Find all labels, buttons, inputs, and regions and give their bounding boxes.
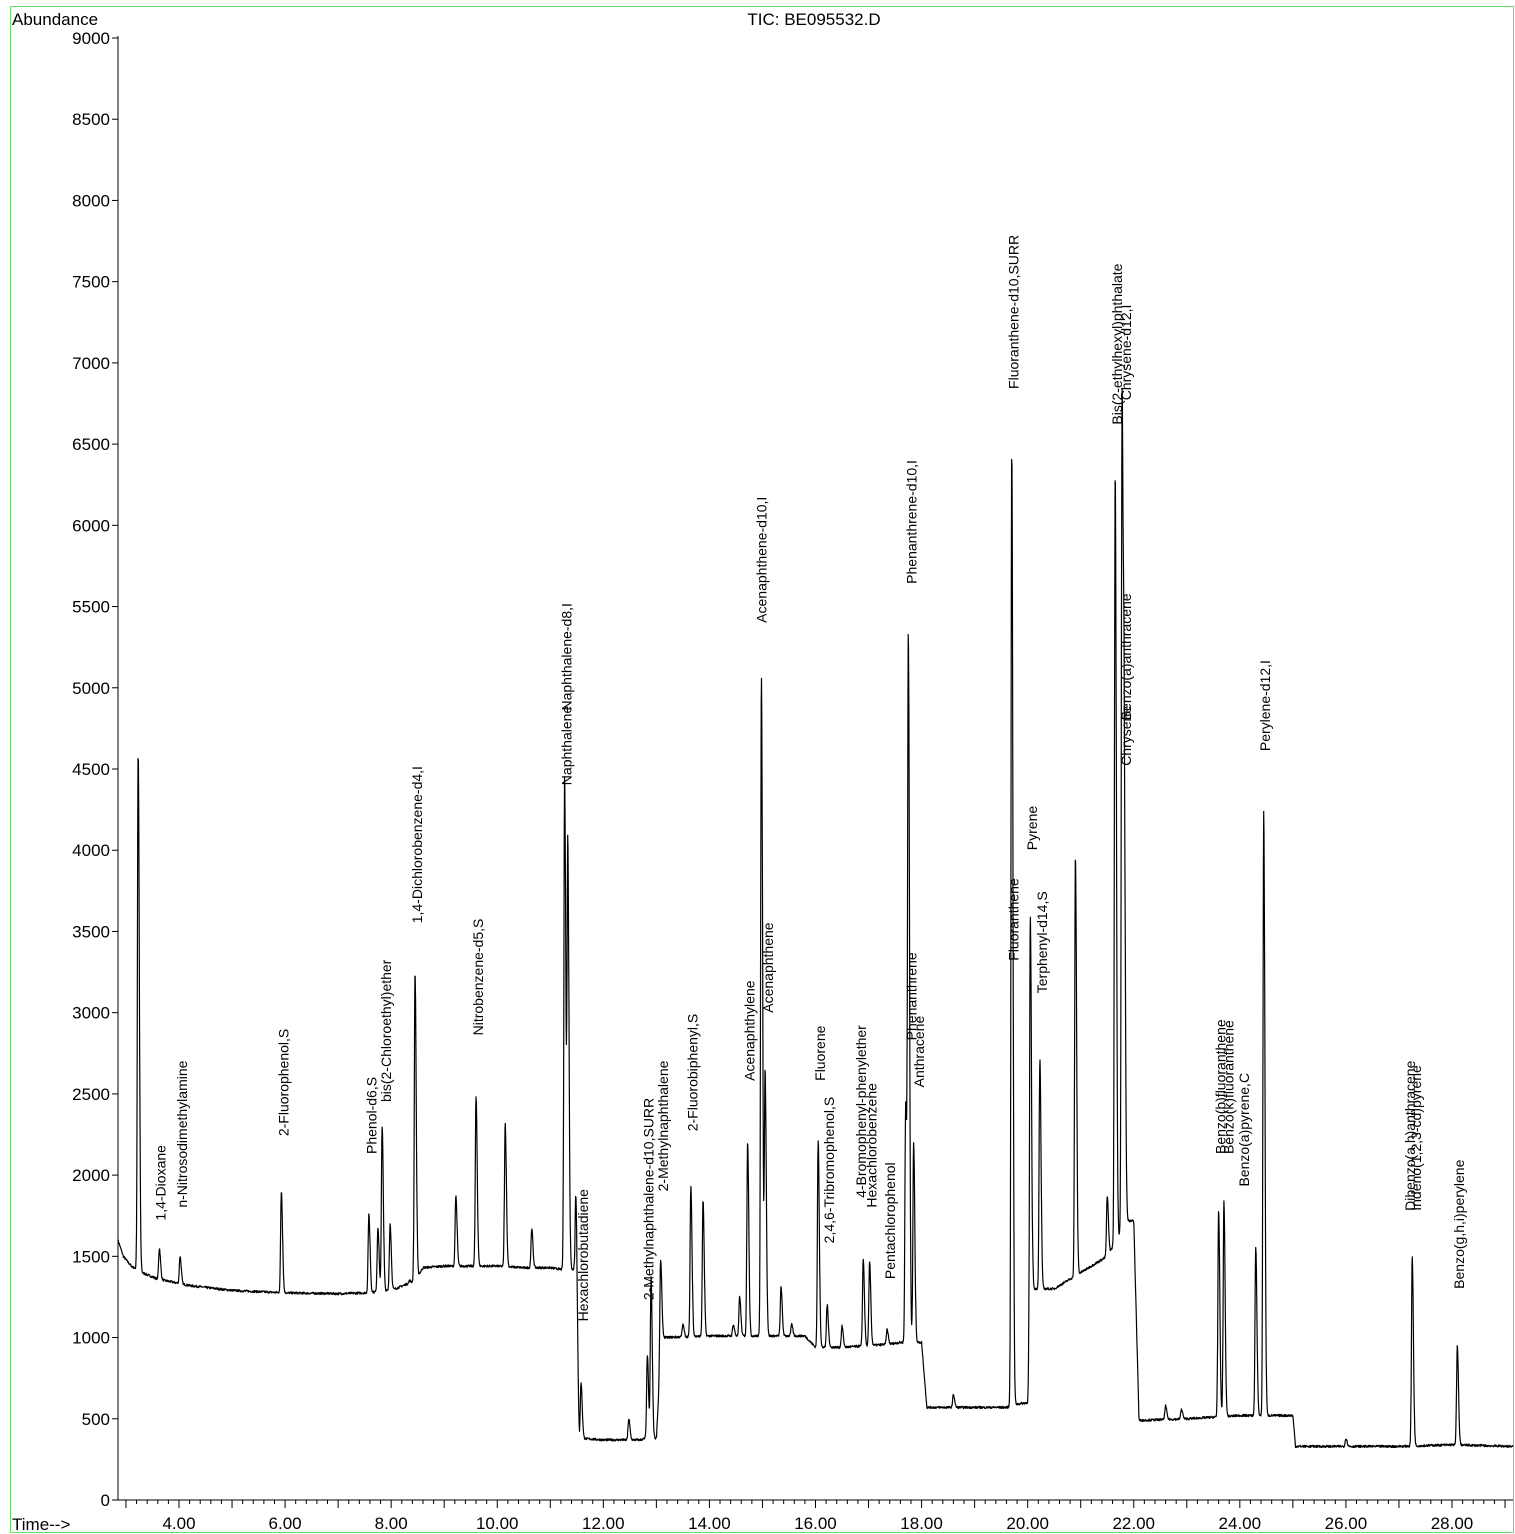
peak-label: 2,4,6-Tribromophenol,S [821,1097,837,1244]
y-tick-label: 0 [101,1491,110,1510]
tic-trace [117,387,1514,1449]
peak-label: Fluoranthene [1006,878,1022,961]
peak-label: Chrysene [1118,706,1134,766]
chart-border [10,6,1514,1533]
y-tick-label: 9000 [72,29,110,48]
x-axis-ticks: 4.00 6.00 8.00 10.00 12.00 14.00 16.00 18.00 20.… [125,1500,1506,1533]
peak-label: Phenanthrene-d10,I [903,460,919,584]
y-tick-label: 2500 [72,1085,110,1104]
peak-label: Acenaphthylene [741,980,757,1081]
y-tick-label: 8500 [72,110,110,129]
y-tick-label: 7500 [72,273,110,292]
peak-label: Terphenyl-d14,S [1034,891,1050,993]
y-tick-label: 4500 [72,760,110,779]
x-tick-label: 6.00 [269,1514,302,1533]
x-tick-label: 14.00 [688,1514,731,1533]
peak-label: Dibenzo(a,h)anthracene [1402,1060,1418,1210]
peak-label: Hexachlorobenzene [864,1083,880,1208]
peak-label: Benzo(a)pyrene,C [1236,1073,1252,1187]
peak-label: Benzo(b)fluoranthene [1212,1019,1228,1154]
peak-label: Benzo(g,h,i)perylene [1451,1159,1467,1288]
x-tick-label: 4.00 [162,1514,195,1533]
peak-label: Pyrene [1024,806,1040,851]
peak-label: 2-Fluorophenol,S [275,1029,291,1136]
peak-label: Indeno(1,2,3-cd)pyrene [1408,1065,1424,1211]
x-tick-label: 10.00 [476,1514,519,1533]
y-tick-label: 7000 [72,354,110,373]
peak-label: Bis(2-ethylhexyl)phthalate [1109,263,1125,424]
peak-label: Fluorene [812,1025,828,1080]
x-tick-label: 18.00 [900,1514,943,1533]
peak-label: 2-Methylnaphthalene [655,1060,671,1191]
y-tick-label: 3500 [72,922,110,941]
x-tick-label: 22.00 [1112,1514,1155,1533]
peak-label: 1,4-Dichlorobenzene-d4,I [409,766,425,923]
x-tick-label: 26.00 [1325,1514,1368,1533]
peak-label: Nitrobenzene-d5,S [470,919,486,1036]
peak-label: Benzo(a)anthracene [1118,593,1134,720]
peak-label: n-Nitrosodimethylamine [174,1060,190,1207]
peak-label: Pentachlorophenol [882,1162,898,1279]
x-tick-label: 8.00 [375,1514,408,1533]
y-tick-label: 6000 [72,516,110,535]
peak-label: Hexachlorobutadiene [575,1189,591,1322]
x-axis-label: Time--> [12,1515,70,1534]
peak-label: Acenaphthene-d10,I [754,497,770,623]
peak-label: Naphthalene [559,706,575,786]
x-tick-label: 24.00 [1219,1514,1262,1533]
peak-labels: 1,4-Dioxane n-Nitrosodimethylamine 2-Fluor… [153,235,1468,1321]
chart-title: TIC: BE095532.D [747,10,880,29]
peak-label: 2-Methylnaphthalene-d10,SURR [641,1098,657,1300]
peak-label: 4-Bromophenyl-phenylether [853,1025,869,1198]
y-tick-label: 8000 [72,191,110,210]
x-tick-label: 20.00 [1006,1514,1049,1533]
peak-label: Naphthalene-d8,I [559,603,575,710]
y-tick-label: 2000 [72,1166,110,1185]
y-tick-label: 3000 [72,1004,110,1023]
peak-label: Fluoranthene-d10,SURR [1006,235,1022,389]
y-tick-label: 500 [82,1410,110,1429]
peak-label: Acenaphthene [760,922,776,1013]
peak-label: Benzo(k)fluoranthene [1220,1020,1236,1154]
y-axis-ticks: 0 500 1000 1500 2000 2500 3000 3500 4000 4500 5000… [72,29,118,1510]
y-axis-label: Abundance [12,10,98,29]
x-tick-label: 12.00 [582,1514,625,1533]
y-tick-label: 5000 [72,679,110,698]
peak-label: Chrysene-d12,I [1118,305,1134,401]
y-tick-label: 5500 [72,598,110,617]
peak-label: Phenanthrene [903,952,919,1040]
x-tick-label: 28.00 [1431,1514,1474,1533]
peak-label: Phenol-d6,S [363,1077,379,1154]
y-tick-label: 4000 [72,841,110,860]
peak-label: 1,4-Dioxane [153,1145,169,1221]
peak-label: 2-Fluorobiphenyl,S [685,1014,701,1132]
peak-label: Anthracene [911,1016,927,1088]
peak-label: Perylene-d12,I [1257,660,1273,751]
x-tick-label: 16.00 [794,1514,837,1533]
y-tick-label: 1000 [72,1329,110,1348]
y-tick-label: 6500 [72,435,110,454]
y-tick-label: 1500 [72,1247,110,1266]
peak-label: bis(2-Chloroethyl)ether [378,959,394,1102]
